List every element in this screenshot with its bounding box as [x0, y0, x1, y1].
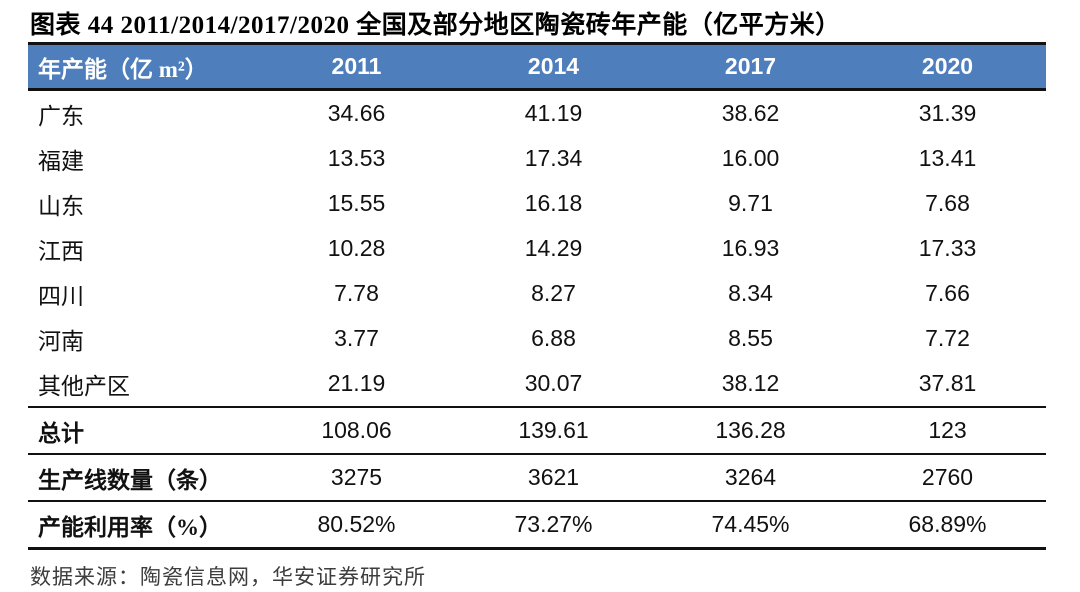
- cell-value: 38.12: [721, 370, 780, 396]
- cell-value: 34.66: [327, 100, 386, 126]
- row-label: 产能利用率（%）: [38, 514, 222, 540]
- cell-value: 139.61: [518, 417, 589, 443]
- cell-value: 17.33: [918, 235, 977, 261]
- cell-value: 8.55: [728, 325, 773, 351]
- cell-value: 3.77: [334, 325, 379, 351]
- cell-value: 7.68: [925, 190, 970, 216]
- table-row-utilization-rate: 产能利用率（%） 80.52% 73.27% 74.45% 68.89%: [28, 500, 1046, 547]
- table-row-total: 总计 108.06 139.61 136.28 123: [28, 406, 1046, 453]
- cell-value: 15.55: [327, 190, 386, 216]
- table-row-jiangxi: 江西 10.28 14.29 16.93 17.33: [28, 226, 1046, 271]
- row-label: 总计: [38, 420, 84, 446]
- cell-value: 13.53: [327, 145, 386, 171]
- cell-value: 136.28: [715, 417, 786, 443]
- row-label: 河南: [38, 328, 84, 354]
- table-row-other-regions: 其他产区 21.19 30.07 38.12 37.81: [28, 361, 1046, 406]
- header-cell-2014: 2014: [527, 53, 580, 79]
- row-label: 生产线数量（条）: [38, 467, 222, 493]
- row-label: 其他产区: [38, 373, 130, 399]
- cell-value: 6.88: [531, 325, 576, 351]
- cell-value: 16.93: [721, 235, 780, 261]
- header-cell-metric: 年产能（亿 m²）: [38, 56, 208, 82]
- header-cell-2020: 2020: [921, 53, 974, 79]
- cell-value: 16.18: [524, 190, 583, 216]
- cell-value: 108.06: [321, 417, 392, 443]
- cell-value: 14.29: [524, 235, 583, 261]
- cell-value: 10.28: [327, 235, 386, 261]
- cell-value: 7.72: [925, 325, 970, 351]
- table-row-guangdong: 广东 34.66 41.19 38.62 31.39: [28, 91, 1046, 136]
- capacity-table: 年产能（亿 m²） 2011 2014 2017 2020 广东 34.66 4…: [28, 42, 1046, 550]
- cell-value: 31.39: [918, 100, 977, 126]
- cell-value: 30.07: [524, 370, 583, 396]
- table-row-sichuan: 四川 7.78 8.27 8.34 7.66: [28, 271, 1046, 316]
- table-header-row: 年产能（亿 m²） 2011 2014 2017 2020: [28, 42, 1046, 91]
- table-row-shandong: 山东 15.55 16.18 9.71 7.68: [28, 181, 1046, 226]
- cell-value: 37.81: [918, 370, 977, 396]
- cell-value: 38.62: [721, 100, 780, 126]
- cell-value: 9.71: [728, 190, 773, 216]
- cell-value: 123: [928, 417, 967, 443]
- cell-value: 8.34: [728, 280, 773, 306]
- cell-value: 41.19: [524, 100, 583, 126]
- cell-value: 7.66: [925, 280, 970, 306]
- figure-title: 图表 44 2011/2014/2017/2020 全国及部分地区陶瓷砖年产能（…: [30, 12, 841, 39]
- cell-value: 16.00: [721, 145, 780, 171]
- header-cell-2017: 2017: [724, 53, 777, 79]
- cell-value: 68.89%: [908, 511, 987, 537]
- cell-value: 17.34: [524, 145, 583, 171]
- table-row-henan: 河南 3.77 6.88 8.55 7.72: [28, 316, 1046, 361]
- cell-value: 7.78: [334, 280, 379, 306]
- row-label: 广东: [38, 103, 84, 129]
- cell-value: 74.45%: [711, 511, 790, 537]
- cell-value: 13.41: [918, 145, 977, 171]
- header-cell-2011: 2011: [331, 53, 382, 79]
- cell-value: 8.27: [531, 280, 576, 306]
- cell-value: 80.52%: [317, 511, 396, 537]
- row-label: 四川: [38, 283, 84, 309]
- cell-value: 2760: [921, 464, 974, 490]
- row-label: 山东: [38, 193, 84, 219]
- cell-value: 21.19: [327, 370, 386, 396]
- cell-value: 3264: [724, 464, 777, 490]
- cell-value: 3275: [330, 464, 383, 490]
- table-row-production-lines: 生产线数量（条） 3275 3621 3264 2760: [28, 453, 1046, 500]
- data-source-note: 数据来源：陶瓷信息网，华安证券研究所: [30, 565, 426, 589]
- table-row-fujian: 福建 13.53 17.34 16.00 13.41: [28, 136, 1046, 181]
- cell-value: 3621: [527, 464, 580, 490]
- row-label: 江西: [38, 238, 84, 264]
- cell-value: 73.27%: [514, 511, 593, 537]
- row-label: 福建: [38, 148, 84, 174]
